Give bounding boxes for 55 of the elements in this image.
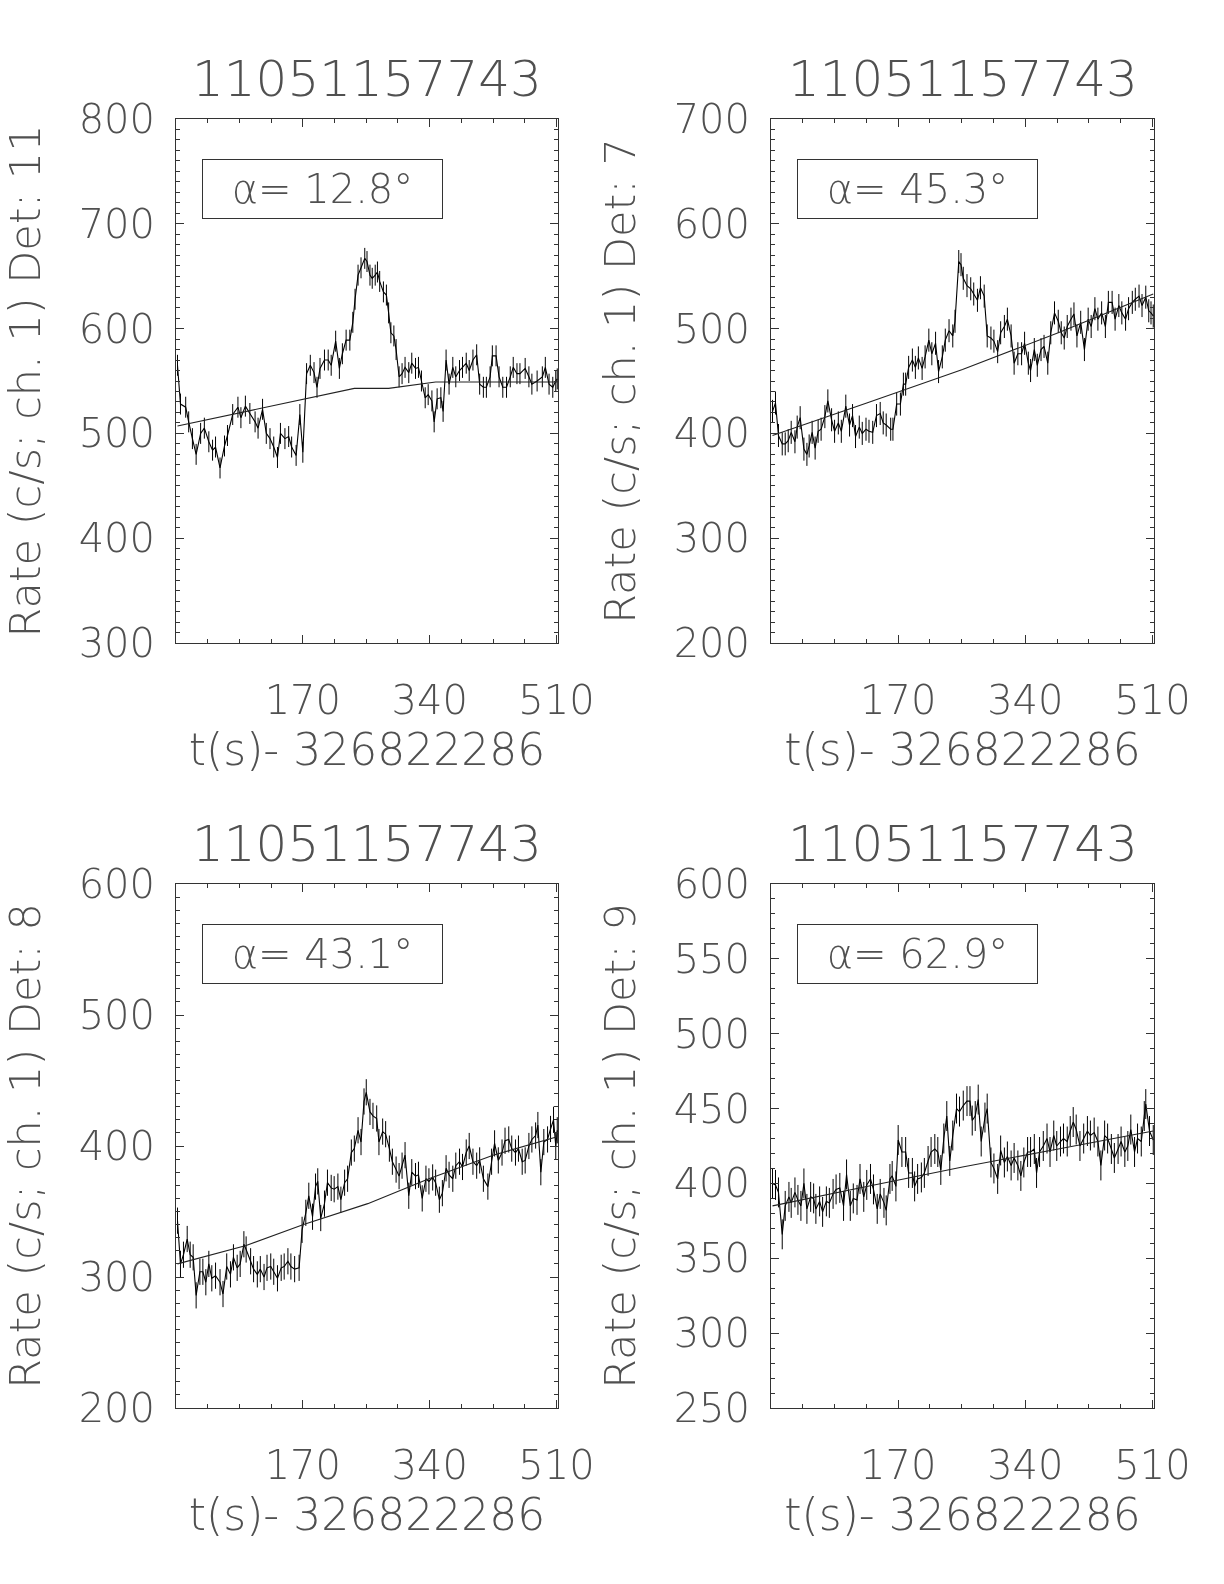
y-axis-title: Rate (c/s; ch. 1) Det: 9 <box>595 903 646 1389</box>
y-axis-title: Rate (c/s; ch. 1) Det: 11 <box>0 124 51 638</box>
y-tick-label: 400 <box>673 410 750 457</box>
x-axis-title: t(s)- 326822286 <box>188 724 546 776</box>
y-tick-label: 500 <box>673 1010 750 1057</box>
y-tick-label: 800 <box>78 96 155 142</box>
chart-title: 11051157743 <box>192 50 542 108</box>
x-tick-label: 170 <box>264 677 342 723</box>
line-series <box>771 293 1154 437</box>
annotation: α= 45.3° <box>826 166 1009 212</box>
x-tick-label: 510 <box>518 677 595 723</box>
x-tick-label: 340 <box>987 677 1064 723</box>
x-tick-label: 510 <box>1114 677 1191 723</box>
x-tick-label: 340 <box>987 1442 1064 1488</box>
x-tick-label: 510 <box>1114 1442 1191 1488</box>
x-tick-label: 170 <box>264 1442 342 1488</box>
chart-title: 11051157743 <box>192 815 542 873</box>
x-tick-label: 170 <box>859 677 937 723</box>
x-axis-title: t(s)- 326822286 <box>784 1489 1141 1541</box>
y-tick-label: 600 <box>673 200 750 247</box>
y-tick-label: 600 <box>673 861 750 907</box>
y-tick-label: 450 <box>673 1085 750 1132</box>
y-tick-label: 350 <box>673 1235 750 1282</box>
line-series <box>771 1130 1154 1207</box>
annotation: α= 62.9° <box>826 931 1009 977</box>
y-tick-label: 500 <box>673 305 750 352</box>
y-tick-label: 250 <box>673 1385 750 1431</box>
y-axis-title: Rate (c/s; ch. 1) Det: 8 <box>0 903 51 1389</box>
x-tick-label: 340 <box>391 677 468 723</box>
x-tick-label: 170 <box>859 1442 937 1488</box>
y-tick-label: 300 <box>78 620 155 666</box>
y-tick-label: 550 <box>673 935 750 982</box>
x-axis-title: t(s)- 326822286 <box>188 1489 546 1541</box>
y-tick-label: 700 <box>78 200 155 247</box>
y-tick-label: 400 <box>673 1160 750 1207</box>
x-tick-label: 510 <box>518 1442 595 1488</box>
y-tick-label: 500 <box>78 992 155 1038</box>
y-tick-label: 500 <box>78 410 155 457</box>
y-tick-label: 400 <box>78 515 155 562</box>
annotation: α= 43.1° <box>231 931 414 977</box>
y-tick-label: 600 <box>78 305 155 352</box>
y-tick-label: 600 <box>78 861 155 907</box>
y-tick-label: 300 <box>78 1254 155 1300</box>
y-tick-label: 400 <box>78 1123 155 1169</box>
y-tick-label: 200 <box>673 620 750 666</box>
y-tick-label: 200 <box>78 1385 155 1431</box>
chart-title: 11051157743 <box>788 815 1138 873</box>
y-axis-title: Rate (c/s; ch. 1) Det: 7 <box>595 138 646 624</box>
x-axis-title: t(s)- 326822286 <box>784 724 1141 776</box>
y-tick-label: 700 <box>673 96 750 142</box>
annotation: α= 12.8° <box>231 166 414 212</box>
chart-title: 11051157743 <box>788 50 1138 108</box>
x-tick-label: 340 <box>391 1442 468 1488</box>
y-tick-label: 300 <box>673 1310 750 1357</box>
y-tick-label: 300 <box>673 515 750 562</box>
